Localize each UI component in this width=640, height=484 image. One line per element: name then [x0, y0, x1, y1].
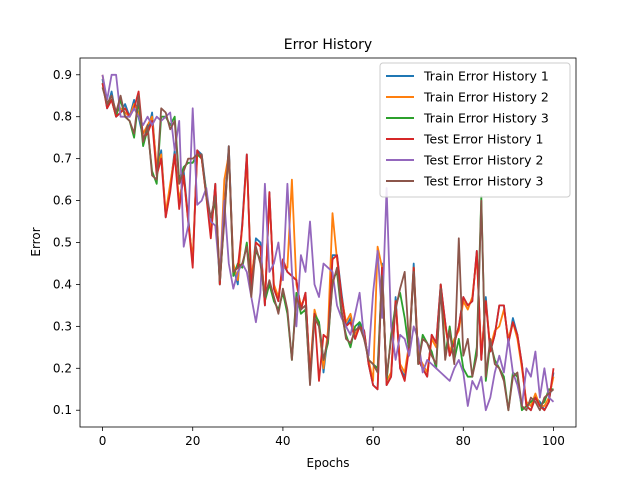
- x-axis-label: Epochs: [307, 456, 350, 470]
- series-line-6: [101, 87, 555, 412]
- y-axis-label: Error: [29, 227, 43, 256]
- x-tick-label: 60: [365, 434, 380, 448]
- y-tick-label: 0.4: [53, 277, 72, 291]
- chart-title: Error History: [284, 37, 372, 53]
- legend-entry-1: Train Error History 1: [423, 69, 549, 84]
- x-tick-label: 0: [99, 434, 107, 448]
- x-tick-label: 100: [542, 434, 565, 448]
- legend-entry-6: Test Error History 3: [423, 174, 543, 189]
- x-axis-ticks: 0 20 40 60 80 100: [99, 427, 565, 448]
- y-axis-ticks: 0.1 0.2 0.3 0.4 0.5 0.6 0.7 0.8 0.9: [53, 68, 80, 417]
- y-tick-label: 0.5: [53, 236, 72, 250]
- x-tick-label: 20: [185, 434, 200, 448]
- y-tick-label: 0.3: [53, 319, 72, 333]
- y-tick-label: 0.1: [53, 403, 72, 417]
- legend-entry-5: Test Error History 2: [423, 153, 543, 168]
- legend-entry-4: Test Error History 1: [423, 132, 543, 147]
- legend: Train Error History 1 Train Error History…: [379, 62, 571, 198]
- legend-entry-2: Train Error History 2: [423, 90, 549, 105]
- y-tick-label: 0.9: [53, 68, 72, 82]
- legend-entry-3: Train Error History 3: [423, 111, 549, 126]
- y-tick-label: 0.7: [53, 152, 72, 166]
- x-tick-label: 80: [456, 434, 471, 448]
- legend-box: [379, 62, 571, 198]
- y-tick-label: 0.2: [53, 361, 72, 375]
- y-tick-label: 0.8: [53, 110, 72, 124]
- x-tick-label: 40: [275, 434, 290, 448]
- plot-lines: [101, 73, 555, 412]
- series-line-5: [101, 73, 555, 412]
- y-tick-label: 0.6: [53, 194, 72, 208]
